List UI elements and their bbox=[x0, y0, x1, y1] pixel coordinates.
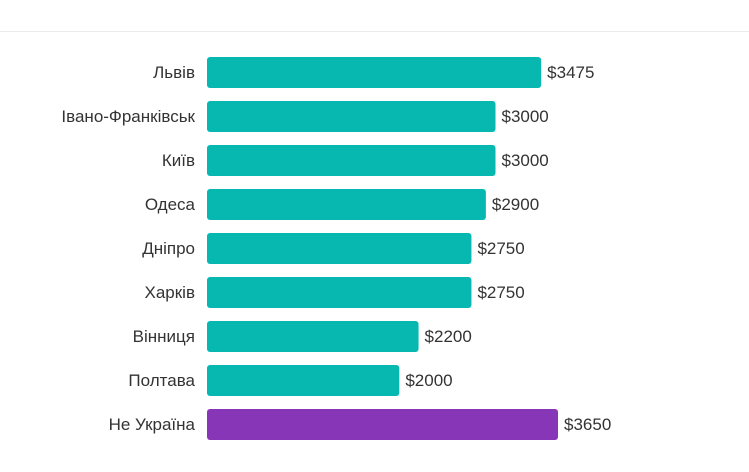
value-label: $2750 bbox=[477, 239, 524, 258]
category-label: Одеса bbox=[145, 195, 196, 214]
category-label: Не Україна bbox=[109, 415, 196, 434]
value-label: $3650 bbox=[564, 415, 611, 434]
category-label: Львів bbox=[153, 63, 195, 82]
bar bbox=[207, 277, 472, 308]
category-label: Київ bbox=[162, 151, 195, 170]
category-label: Вінниця bbox=[133, 327, 195, 346]
category-label: Дніпро bbox=[142, 239, 195, 258]
value-label: $3000 bbox=[501, 151, 548, 170]
top-divider bbox=[0, 31, 749, 32]
bar bbox=[207, 321, 419, 352]
bar bbox=[207, 409, 558, 440]
bar bbox=[207, 145, 496, 176]
bar bbox=[207, 101, 496, 132]
category-label: Полтава bbox=[128, 371, 195, 390]
category-label: Харків bbox=[145, 283, 196, 302]
bar bbox=[207, 189, 486, 220]
value-label: $2750 bbox=[477, 283, 524, 302]
bar bbox=[207, 57, 542, 88]
bar bbox=[207, 365, 400, 396]
category-label: Івано-Франківськ bbox=[61, 107, 195, 126]
value-label: $2000 bbox=[405, 371, 452, 390]
bar bbox=[207, 233, 472, 264]
value-label: $2200 bbox=[425, 327, 472, 346]
value-label: $3000 bbox=[501, 107, 548, 126]
value-label: $3475 bbox=[547, 63, 594, 82]
value-label: $2900 bbox=[492, 195, 539, 214]
